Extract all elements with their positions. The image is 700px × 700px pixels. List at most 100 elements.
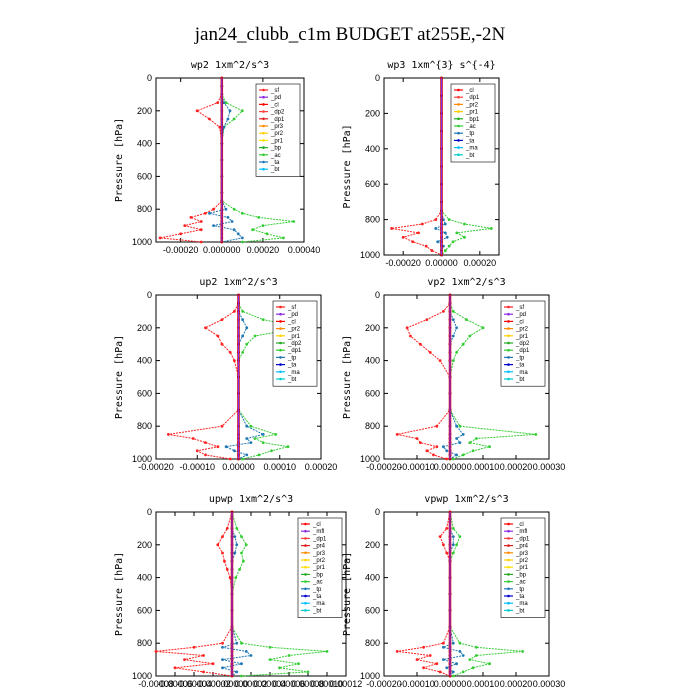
data-point [468, 441, 472, 444]
data-point [221, 551, 224, 555]
legend-marker [457, 131, 460, 135]
y-tick-label: 200 [365, 323, 380, 333]
data-point [226, 216, 230, 219]
legend-marker [507, 537, 510, 540]
legend-marker [262, 95, 265, 99]
data-point [261, 224, 265, 228]
legend-label: _tp [515, 587, 525, 593]
panel-title: vp2 1xm^2/s^3 [427, 277, 505, 288]
y-tick-label: 1000 [360, 250, 380, 260]
data-point [292, 220, 296, 223]
data-point [268, 645, 272, 649]
legend-marker [304, 565, 307, 569]
data-point [442, 658, 445, 661]
panel-6: vpwp 1xm^2/s^3 Pressure [hPa] 0 200 400 600 80… [342, 494, 565, 689]
panel-title: vpwp 1xm^2/s^3 [424, 494, 508, 505]
data-point [202, 670, 205, 674]
legend-marker [279, 341, 282, 345]
data-point [261, 318, 265, 321]
legend-marker [279, 312, 282, 316]
legend-label: _dp1 [270, 117, 285, 123]
legend-marker [304, 609, 307, 612]
legend-label: _pr4 [312, 544, 326, 550]
legend-marker [304, 537, 307, 540]
series-line-3 [224, 295, 265, 460]
y-tick-label: 200 [365, 540, 380, 550]
legend-marker [262, 103, 265, 106]
legend-marker [304, 551, 307, 555]
x-tick-label: 0.00010 [263, 462, 296, 472]
data-point [204, 326, 207, 330]
data-point [451, 543, 455, 547]
data-point [468, 658, 472, 661]
y-tick-label: 800 [137, 638, 152, 648]
data-point [235, 641, 239, 645]
x-tick-label: 0.00000 [434, 462, 467, 472]
y-tick-label: 600 [365, 388, 380, 398]
data-point [240, 662, 243, 666]
series-line-1 [155, 511, 233, 677]
data-point [234, 576, 238, 579]
x-tick-label: -0.00020 [138, 462, 174, 472]
data-point [438, 670, 442, 674]
x-tick-label: 0.00010 [311, 679, 344, 689]
plot-frame [383, 294, 550, 460]
legend-marker [262, 153, 265, 157]
y-tick-label: 200 [137, 106, 152, 116]
data-point [409, 334, 412, 338]
data-point [455, 326, 458, 330]
legend-marker [279, 305, 282, 309]
legend-label: _pr1 [312, 565, 326, 571]
data-point [221, 645, 224, 649]
data-point [306, 670, 310, 674]
series-line-1 [397, 511, 451, 677]
data-point [435, 445, 439, 449]
y-tick-label: 0 [147, 290, 152, 300]
data-point [455, 662, 458, 666]
legend-label: _cl [465, 88, 474, 94]
legend: _cl_mfl_dp1_pr4_pr3_pr2_pr1_bp_ac_tp_ta_… [297, 517, 343, 618]
data-point [154, 650, 158, 653]
panel-1: wp2 1xm^2/s^3 Pressure [hPa] 0 200 400 600 800… [114, 60, 320, 255]
legend-marker [507, 601, 510, 605]
data-point [438, 359, 442, 362]
data-point [189, 216, 193, 219]
figure-title: jan24_clubb_c1m BUDGET at255E,-2N [194, 24, 506, 45]
x-tick-label: 0.00040 [288, 245, 321, 255]
data-point [203, 211, 207, 215]
y-tick-label: 400 [365, 144, 380, 154]
legend-label: _ma [465, 146, 478, 152]
x-tick-label: 0.00030 [533, 679, 566, 689]
legend-marker [262, 110, 265, 113]
data-point [442, 645, 445, 649]
legend-label: _bp [312, 572, 324, 578]
legend-label: _pr3 [312, 551, 326, 557]
legend-marker [507, 312, 510, 316]
legend-label: _bt [287, 377, 297, 383]
legend-label: _pr2 [312, 558, 326, 564]
x-tick-label: 0.00000 [222, 462, 255, 472]
y-axis-label: Pressure [hPa] [114, 552, 125, 636]
data-point [463, 235, 466, 239]
data-point [241, 351, 245, 354]
x-tick-label: 0.000000 [203, 245, 241, 255]
legend-marker [507, 573, 510, 576]
x-tick-label: 0.00000 [216, 679, 249, 689]
legend-label: _pr1 [287, 334, 301, 340]
legend-marker [457, 88, 460, 92]
x-tick-label: 0.00020 [500, 462, 533, 472]
data-point [451, 551, 455, 555]
data-point [249, 654, 253, 657]
data-point [445, 235, 449, 239]
legend-marker [507, 544, 510, 547]
data-point [221, 666, 224, 670]
panel-title: wp2 1xm^2/s^3 [191, 60, 269, 71]
y-tick-label: 400 [137, 356, 152, 366]
legend-marker [507, 320, 510, 323]
data-point [451, 334, 455, 338]
x-tick-label: 0.00020 [500, 679, 533, 689]
data-point [244, 650, 248, 653]
data-point [425, 449, 429, 453]
data-point [216, 101, 220, 104]
data-point [245, 437, 249, 440]
